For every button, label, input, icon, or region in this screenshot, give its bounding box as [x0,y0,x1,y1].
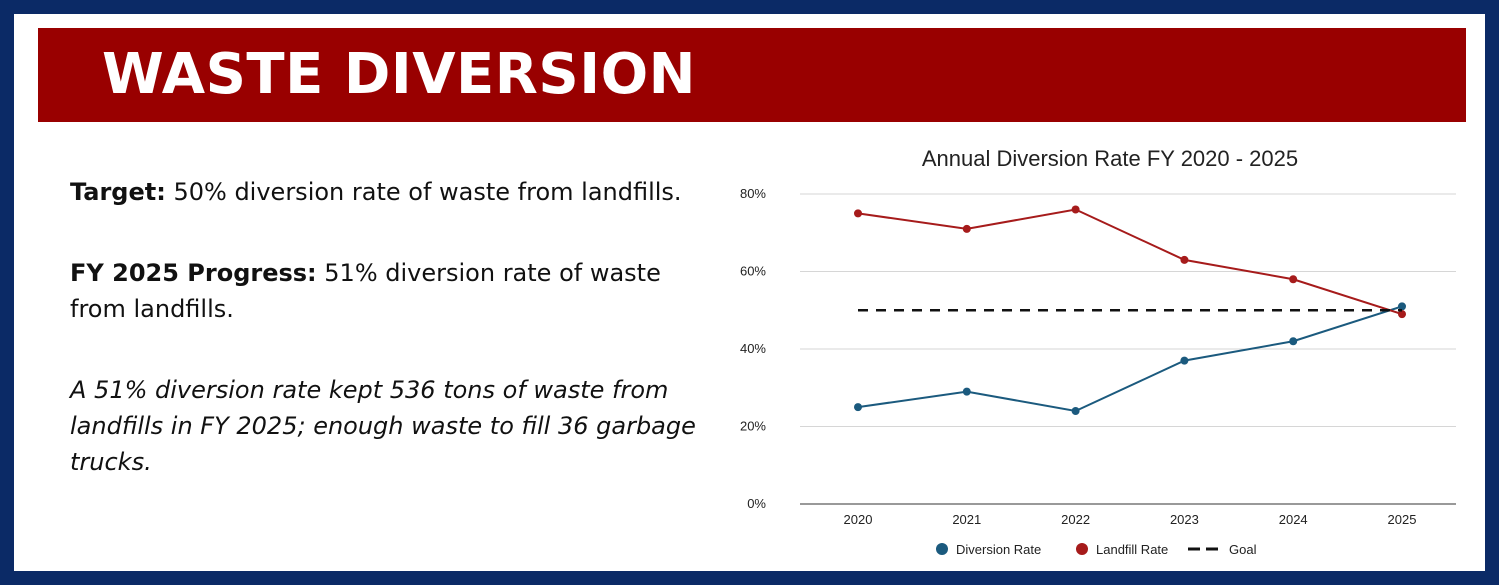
y-tick-label: 40% [740,341,766,356]
diversion-rate-point [854,403,862,412]
diversion-rate-legend-swatch [936,543,948,555]
x-tick-label: 2025 [1388,512,1417,527]
target-paragraph: Target: 50% diversion rate of waste from… [70,174,720,210]
landfill-rate-legend-label: Landfill Rate [1096,542,1168,557]
impact-note: A 51% diversion rate kept 536 tons of wa… [70,376,696,476]
progress-paragraph: FY 2025 Progress: 51% diversion rate of … [70,255,720,327]
diversion-rate-point [1180,356,1189,365]
x-tick-label: 2024 [1279,512,1308,527]
landfill-rate-point [1180,255,1189,264]
summary-text: Target: 50% diversion rate of waste from… [70,174,720,525]
x-tick-label: 2021 [952,512,981,527]
x-tick-label: 2022 [1061,512,1090,527]
diversion-rate-line [857,305,1403,413]
x-tick-label: 2020 [844,512,873,527]
progress-text: 51% diversion rate of waste from landfil… [70,259,661,323]
chart-series [854,205,1406,415]
landfill-rate-point [1289,275,1298,284]
x-tick-label: 2023 [1170,512,1199,527]
landfill-rate-point [854,209,862,218]
landfill-rate-point [1398,310,1406,319]
target-label: Target: [70,178,166,206]
x-axis: 2020 2021 2022 2023 2024 2025 [844,512,1417,527]
y-tick-label: 60% [740,264,766,279]
diversion-rate-point [962,387,971,396]
target-text: 50% diversion rate of waste from landfil… [165,178,682,206]
progress-label: FY 2025 Progress: [70,259,317,287]
chart-legend: Diversion Rate Landfill Rate Goal [936,542,1257,557]
landfill-rate-point [962,224,971,233]
chart-title: Annual Diversion Rate FY 2020 - 2025 [922,146,1298,171]
goal-legend-label: Goal [1229,542,1257,557]
y-tick-label: 20% [740,419,766,434]
diversion-rate-point [1398,302,1406,311]
landfill-rate-point [1071,205,1080,214]
content-panel: WASTE DIVERSION Target: 50% diversion ra… [14,14,1485,571]
page-title: WASTE DIVERSION [102,42,697,107]
y-tick-label: 0% [747,496,766,511]
title-banner: WASTE DIVERSION [38,28,1466,122]
landfill-rate-legend-swatch [1076,543,1088,555]
diversion-rate-chart: Annual Diversion Rate FY 2020 - 2025 0% 2… [740,146,1456,557]
chart-grid [800,193,1456,505]
landfill-rate-line [857,208,1403,316]
y-tick-label: 80% [740,186,766,201]
diversion-rate-legend-label: Diversion Rate [956,542,1041,557]
diversion-rate-point [1071,407,1080,415]
y-axis: 0% 20% 40% 60% 80% [740,186,766,511]
diversion-rate-point [1289,337,1298,346]
